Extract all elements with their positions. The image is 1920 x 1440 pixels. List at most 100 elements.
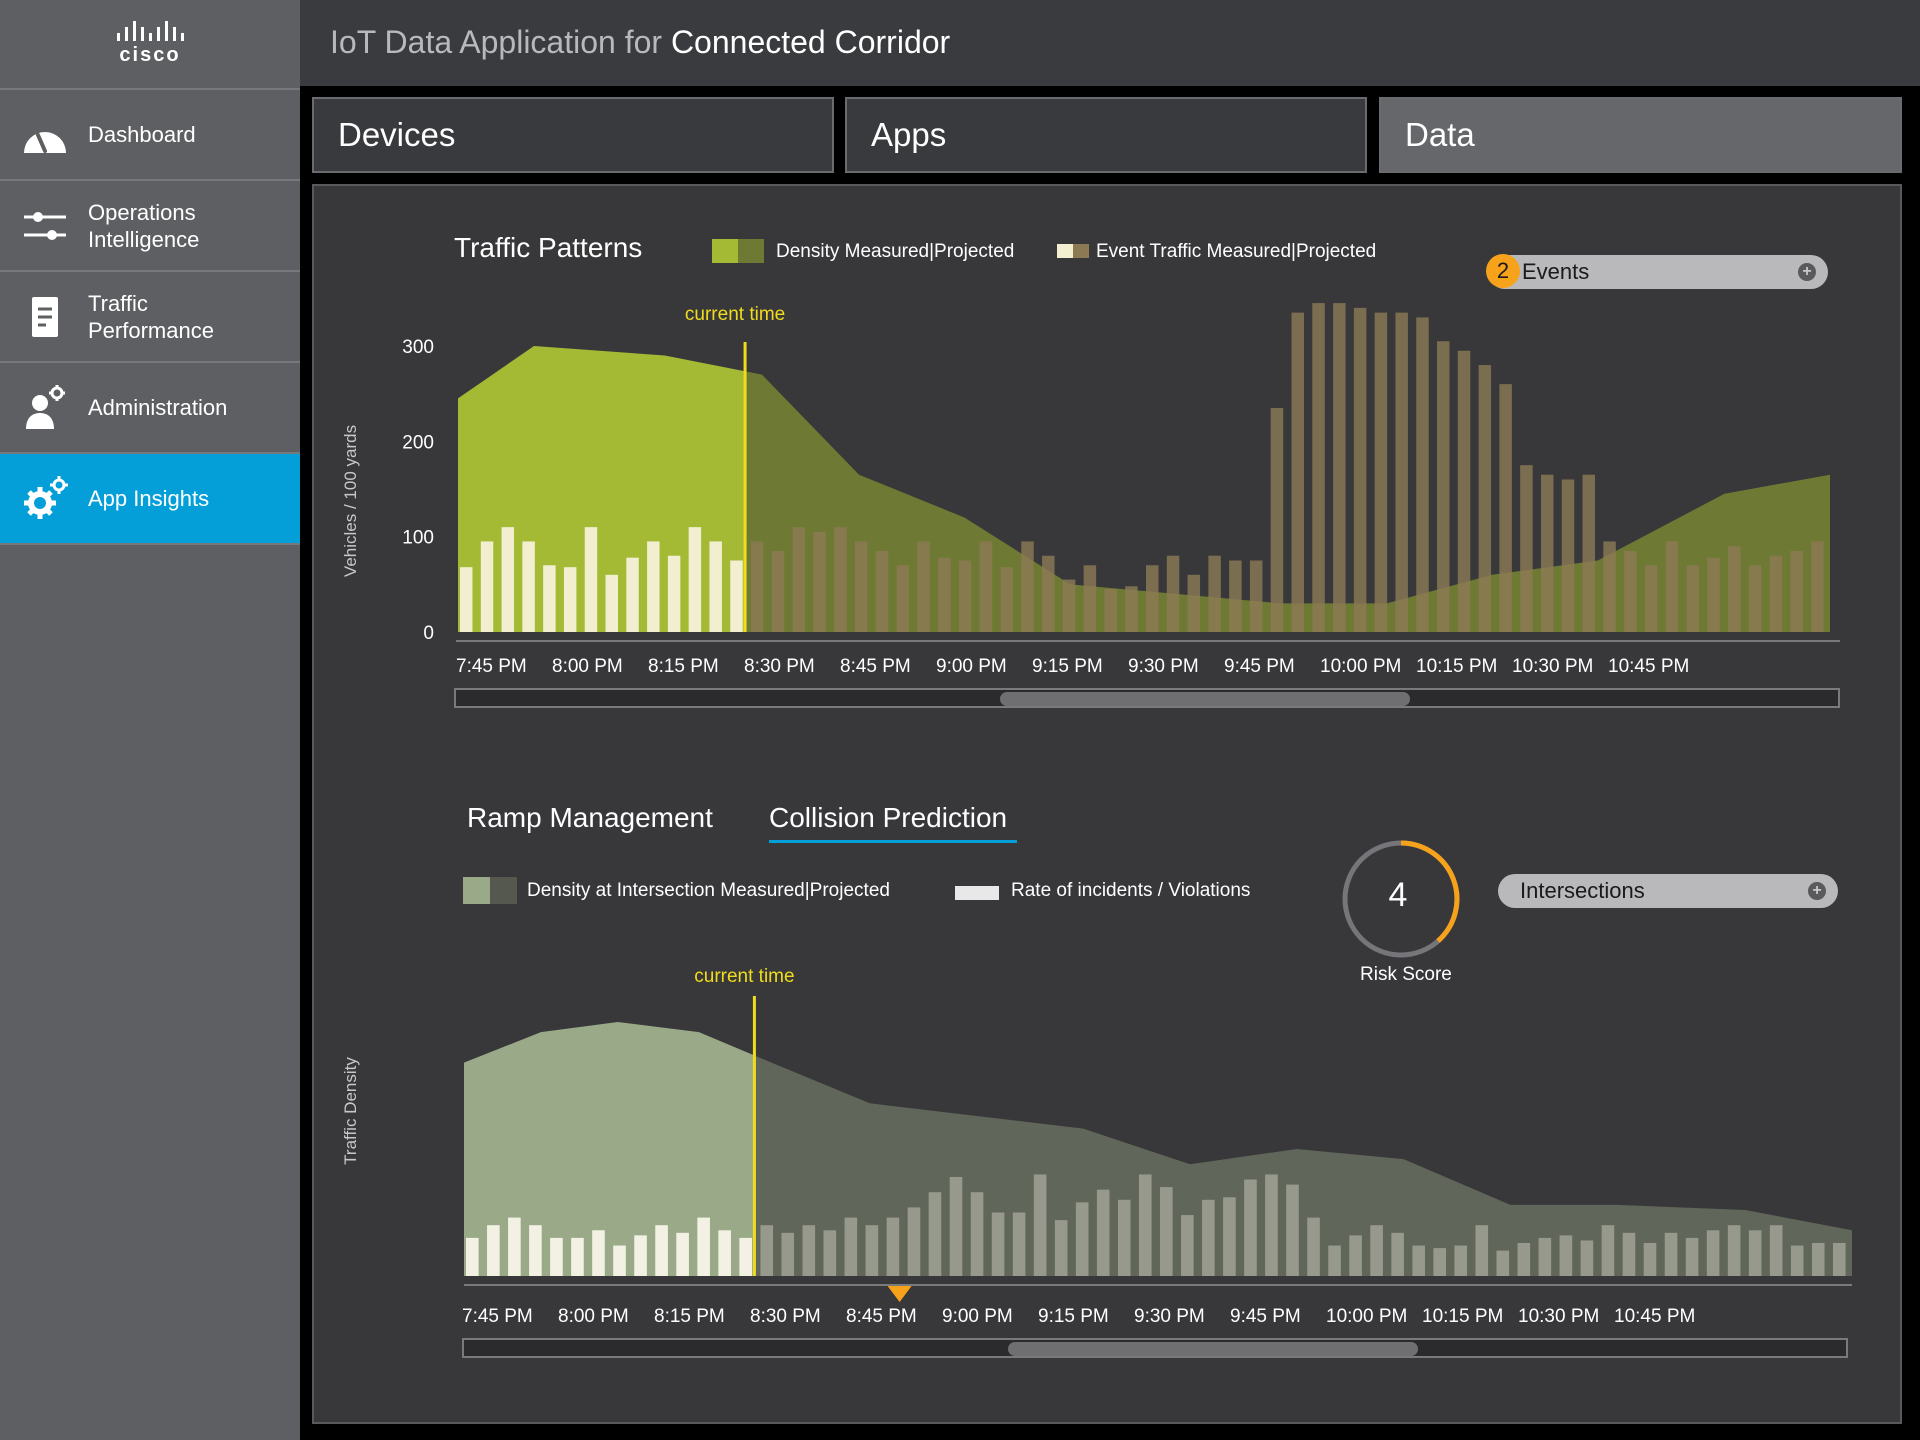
bottom-chart-scrollbar[interactable]: [462, 1338, 1848, 1358]
top-chart-scroll-thumb[interactable]: [1000, 692, 1410, 706]
plus-icon[interactable]: +: [1798, 263, 1816, 281]
plus-icon[interactable]: +: [1808, 882, 1826, 900]
incident-rate-bar: [1370, 1225, 1383, 1276]
event-traffic-bar: [1457, 350, 1471, 632]
legend-swatch-rate: [955, 886, 999, 900]
density-area-projected: [745, 371, 1830, 632]
incident-rate-bar: [1223, 1197, 1236, 1276]
events-dropdown[interactable]: 2 Events +: [1486, 254, 1828, 289]
gears-icon: [20, 475, 70, 522]
event-traffic-bar: [854, 541, 868, 632]
incident-rate-bar: [466, 1237, 479, 1276]
legend-swatch-intersection-measured: [463, 877, 490, 904]
event-traffic-bar: [1707, 557, 1720, 632]
intersection-density-projected: [754, 1055, 1852, 1276]
sidebar-item-dashboard[interactable]: Dashboard: [0, 90, 300, 181]
incident-rate-bar: [1286, 1184, 1299, 1276]
sidebar-item-operations-intelligence[interactable]: Operations Intelligence: [0, 181, 300, 272]
incident-rate-bar: [1475, 1225, 1489, 1276]
incident-rate-bar: [886, 1217, 900, 1276]
legend-event-label: Event Traffic Measured|Projected: [1096, 241, 1377, 262]
incident-rate-bar: [760, 1225, 774, 1276]
bottom-chart-scroll-thumb[interactable]: [1008, 1342, 1418, 1356]
incident-rate-bar: [1748, 1230, 1762, 1276]
top-chart-scrollbar[interactable]: [454, 688, 1840, 708]
app-header: IoT Data Application for Connected Corri…: [300, 0, 1920, 86]
incident-rate-bar: [1307, 1217, 1320, 1276]
tab-ramp-management[interactable]: Ramp Management: [467, 802, 713, 833]
x-tick-label: 10:15 PM: [1416, 656, 1497, 677]
event-traffic-bar: [1291, 312, 1304, 632]
x-tick-label: 9:15 PM: [1032, 656, 1103, 677]
legend-rate-label: Rate of incidents / Violations: [1011, 880, 1251, 901]
event-traffic-bar: [1312, 303, 1325, 632]
incident-rate-bar: [1117, 1199, 1131, 1276]
sidebar-item-label: Operations Intelligence: [88, 199, 200, 252]
incident-rate-bar: [907, 1207, 921, 1276]
tab-apps[interactable]: Apps: [845, 97, 1367, 173]
event-traffic-bar: [1499, 384, 1512, 632]
x-tick-label: 8:15 PM: [648, 656, 719, 677]
x-tick-label: 9:45 PM: [1230, 1306, 1301, 1327]
event-traffic-bar: [1208, 555, 1221, 632]
incident-rate-bar: [1454, 1245, 1468, 1276]
x-tick-label: 10:45 PM: [1614, 1306, 1695, 1327]
incident-rate-bar: [1033, 1174, 1047, 1276]
incident-rate-bar: [1496, 1250, 1510, 1276]
user-gear-icon: [20, 384, 70, 431]
events-label: Events: [1522, 259, 1590, 284]
incident-rate-bar: [1538, 1237, 1552, 1276]
x-tick-label: 7:45 PM: [456, 656, 527, 677]
x-tick-label: 9:30 PM: [1134, 1306, 1205, 1327]
intersections-dropdown[interactable]: Intersections +: [1498, 874, 1838, 908]
sidebar: cisco Dashboard Operations Intelligence …: [0, 0, 300, 1440]
incident-rate-bar: [508, 1217, 521, 1276]
sidebar-item-administration[interactable]: Administration: [0, 363, 300, 454]
sidebar-item-app-insights[interactable]: App Insights: [0, 454, 300, 545]
incident-rate-bar: [1202, 1199, 1215, 1276]
incident-rate-bar: [1433, 1248, 1447, 1276]
incident-rate-bar: [1096, 1189, 1110, 1276]
incident-rate-bar: [1727, 1225, 1741, 1276]
event-traffic-bar: [709, 541, 722, 632]
current-time-label: current time: [685, 304, 785, 325]
event-traffic-bar: [1748, 565, 1762, 632]
y-tick-label: 200: [402, 432, 434, 453]
x-tick-label: 8:30 PM: [750, 1306, 821, 1327]
event-traffic-bar: [1374, 312, 1388, 632]
incident-rate-bar: [1517, 1242, 1531, 1276]
event-traffic-bar: [1083, 565, 1097, 632]
tab-data[interactable]: Data: [1379, 97, 1902, 173]
event-traffic-bar: [751, 541, 764, 632]
event-traffic-bar: [543, 565, 556, 632]
y-axis-label: Vehicles / 100 yards: [341, 425, 360, 577]
page-title: IoT Data Application for Connected Corri…: [330, 24, 950, 61]
incident-rate-bar: [949, 1176, 963, 1276]
active-tab-underline: [769, 840, 1017, 843]
x-tick-label: 9:15 PM: [1038, 1306, 1109, 1327]
event-traffic-bar: [1416, 317, 1429, 632]
legend-swatch-intersection-projected: [490, 877, 517, 904]
event-traffic-bar: [1146, 565, 1159, 632]
event-traffic-bar: [917, 541, 930, 632]
incident-rate-bar: [844, 1217, 858, 1276]
legend-swatch-event-measured: [1057, 244, 1073, 258]
y-axis-label: Traffic Density: [341, 1057, 360, 1165]
tab-devices[interactable]: Devices: [312, 97, 834, 173]
sidebar-item-traffic-performance[interactable]: Traffic Performance: [0, 272, 300, 363]
incident-rate-bar: [1138, 1174, 1152, 1276]
event-traffic-bar: [979, 541, 993, 632]
event-traffic-bar: [522, 541, 535, 632]
incident-rate-bar: [634, 1235, 647, 1276]
incident-rate-bar: [1706, 1230, 1720, 1276]
tab-collision-prediction[interactable]: Collision Prediction: [769, 802, 1008, 833]
legend-density-label: Density Measured|Projected: [776, 241, 1015, 262]
risk-score-gauge: 4: [1340, 838, 1462, 960]
event-traffic-bar: [501, 527, 515, 632]
event-traffic-bar: [1540, 474, 1554, 632]
incident-rate-bar: [1328, 1245, 1341, 1276]
event-traffic-bar: [771, 550, 785, 632]
risk-score-value: 4: [1388, 876, 1408, 914]
incident-rate-bar: [1012, 1212, 1026, 1276]
